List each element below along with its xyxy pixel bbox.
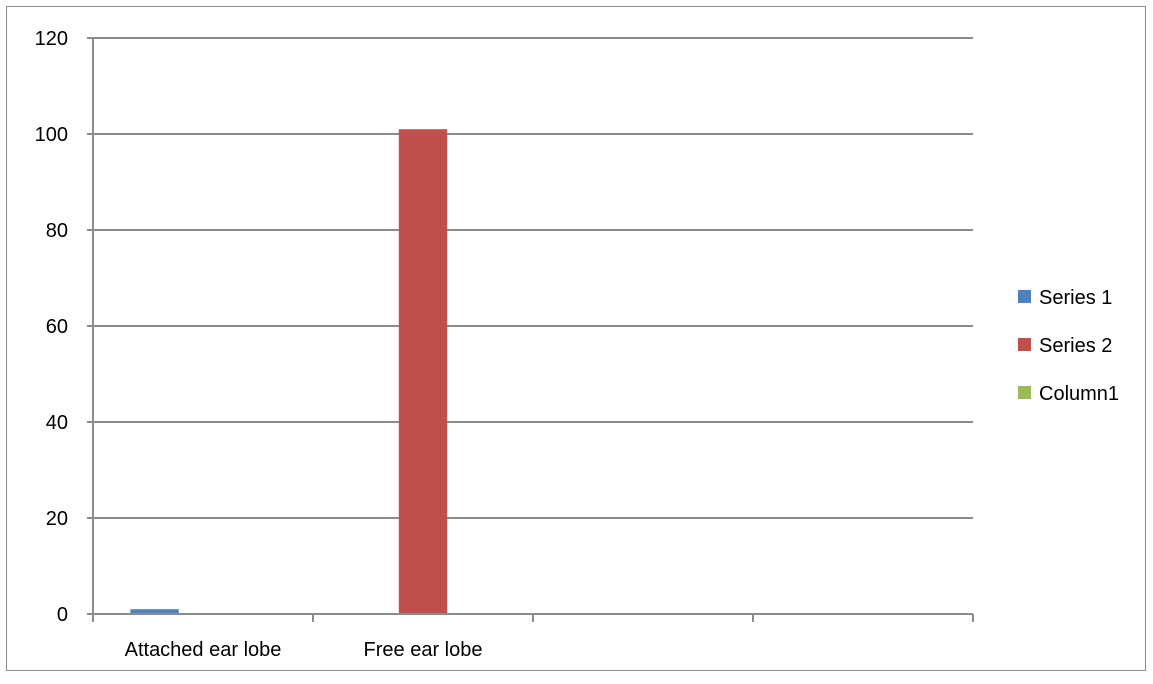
x-tick-label-1: Free ear lobe <box>364 639 483 661</box>
bars <box>130 129 448 614</box>
legend-label-0: Series 1 <box>1039 287 1112 309</box>
y-tick-label-60: 60 <box>46 316 68 338</box>
legend-label-2: Column1 <box>1039 383 1119 405</box>
legend-swatch-1 <box>1018 338 1031 351</box>
legend: Series 1 Series 2 Column1 <box>1018 287 1119 405</box>
y-tick-label-0: 0 <box>57 604 68 626</box>
legend-swatch-0 <box>1018 290 1031 303</box>
chart-frame: 0 20 40 60 80 100 120 Attached ear lobe Free ea… <box>6 6 1146 671</box>
y-tick-label-80: 80 <box>46 220 68 242</box>
y-tick-labels: 0 20 40 60 80 100 120 <box>35 28 68 626</box>
y-tick-label-120: 120 <box>35 28 68 50</box>
bar-series-1-0 <box>130 609 179 614</box>
bar-chart: 0 20 40 60 80 100 120 Attached ear lobe Free ea… <box>35 28 1119 661</box>
bar-series-2-1 <box>398 129 448 614</box>
gridlines <box>93 37 973 519</box>
y-tick-label-100: 100 <box>35 124 68 146</box>
legend-swatch-2 <box>1018 386 1031 399</box>
legend-label-1: Series 2 <box>1039 335 1112 357</box>
x-tick-label-0: Attached ear lobe <box>125 639 282 661</box>
y-tick-label-20: 20 <box>46 508 68 530</box>
axes <box>87 37 974 622</box>
x-tick-labels: Attached ear lobe Free ear lobe <box>125 639 483 661</box>
y-tick-label-40: 40 <box>46 412 68 434</box>
